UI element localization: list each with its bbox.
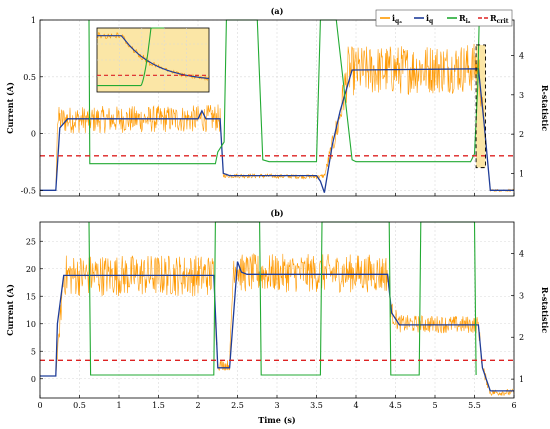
series-current xyxy=(40,261,514,392)
y-tick-label: 0 xyxy=(31,375,36,384)
inset-r-statistic xyxy=(97,27,165,87)
panel-b-label: (b) xyxy=(270,208,283,218)
y-tick-label: 0.5 xyxy=(23,73,36,82)
y2-tick-label: 4 xyxy=(519,249,524,258)
legend-label: iq xyxy=(426,13,434,25)
panel-a-series xyxy=(40,19,515,193)
y-tick-label: 15 xyxy=(26,292,36,301)
legend-label: Rcrit xyxy=(490,13,509,25)
panel-a-y-axis-title: Current (A) xyxy=(5,82,15,134)
x-tick-label: 4.5 xyxy=(389,401,402,410)
x-tick-label: 3.5 xyxy=(310,401,323,410)
panel-a-label: (a) xyxy=(271,6,284,16)
series-noisy-current xyxy=(40,43,515,193)
series-r-statistic xyxy=(88,221,477,376)
x-tick-label: 2.5 xyxy=(231,401,244,410)
x-tick-label: 0.5 xyxy=(73,401,86,410)
y2-tick-label: 4 xyxy=(519,51,524,60)
y2-tick-label: 1 xyxy=(519,170,524,179)
panel-b-series xyxy=(40,221,515,396)
y2-tick-label: 2 xyxy=(519,130,524,139)
series-noisy-current xyxy=(40,253,515,396)
panel-b-y2-ticks: 1 2 3 4 xyxy=(511,249,524,384)
panel-a-inset xyxy=(96,27,210,93)
x-tick-label: 5.5 xyxy=(468,401,481,410)
series-r-statistic xyxy=(88,19,480,165)
legend: iqₐ iq Riₐ Rcrit xyxy=(375,9,513,27)
panel-a-y-ticks: -0.5 0 0.5 1 xyxy=(21,16,43,195)
panel-b: 0 5 10 15 20 25 1 2 3 4 0 0.5 1 1.5 2 2.5 3 3.5 4 4.5 5 5.5… xyxy=(5,208,550,425)
panel-b-y-ticks: 0 5 10 15 20 25 xyxy=(26,237,43,384)
panel-a-y2-axis-title: R-statistic xyxy=(540,85,550,131)
x-tick-label: 0 xyxy=(37,401,42,410)
y-tick-label: 10 xyxy=(26,320,36,329)
panel-a-y2-ticks: 1 2 3 4 xyxy=(511,51,524,179)
legend-box xyxy=(375,9,513,27)
x-tick-label: 1 xyxy=(116,401,121,410)
y2-tick-label: 3 xyxy=(519,91,524,100)
inset-current xyxy=(97,35,210,80)
y-tick-label: 25 xyxy=(26,237,36,246)
x-tick-label: 1.5 xyxy=(152,401,165,410)
panel-b-grid xyxy=(39,222,515,398)
highlight-region-outline xyxy=(475,44,487,169)
y2-tick-label: 1 xyxy=(519,375,524,384)
panel-b-y2-axis-title: R-statistic xyxy=(540,287,550,333)
legend-label: iqₐ xyxy=(392,13,402,25)
y-tick-label: 0 xyxy=(31,130,36,139)
x-tick-label: 5 xyxy=(432,401,437,410)
panel-b-x-ticks: 0 0.5 1 1.5 2 2.5 3 3.5 4 4.5 5 5.5 6 xyxy=(37,395,517,410)
y2-tick-label: 2 xyxy=(519,333,524,342)
y-tick-label: -0.5 xyxy=(21,186,36,195)
x-tick-label: 3 xyxy=(274,401,279,410)
y-tick-label: 20 xyxy=(26,265,36,274)
panel-a-x-ticks xyxy=(39,193,515,196)
panel-a: -0.5 0 0.5 1 1 2 3 4 (a) Current (A) R-statist… xyxy=(5,6,550,197)
x-tick-label: 6 xyxy=(511,401,516,410)
legend-label: Riₐ xyxy=(459,13,471,25)
x-tick-label: 2 xyxy=(195,401,200,410)
x-tick-label: 4 xyxy=(353,401,358,410)
y2-tick-label: 3 xyxy=(519,291,524,300)
y-tick-label: 5 xyxy=(31,347,36,356)
x-axis-title: Time (s) xyxy=(258,415,296,425)
y-tick-label: 1 xyxy=(31,16,36,25)
panel-b-y-axis-title: Current (A) xyxy=(5,284,15,336)
